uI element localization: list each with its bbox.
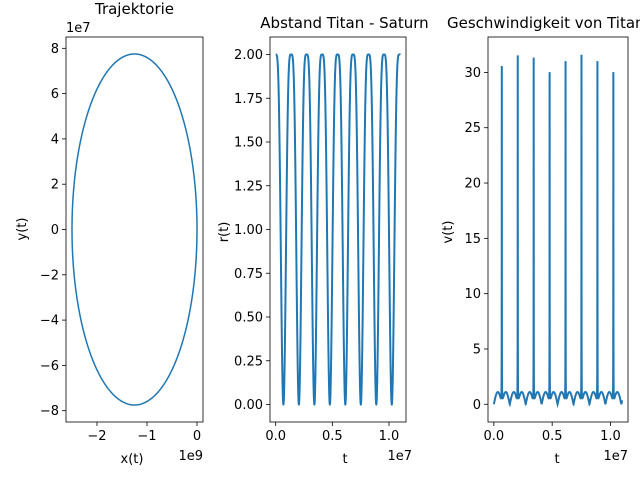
panel-2-ytick-label: 2.00 (234, 48, 263, 63)
panel-2-ytick-label: 0.00 (234, 398, 263, 413)
panel-3-title: Geschwindigkeit von Titan (447, 14, 640, 32)
panel-2-xlabel: t (342, 452, 347, 467)
panel-3-xlabel: t (554, 452, 559, 467)
panel-3-ytick-label: 15 (464, 232, 481, 247)
panel-3-ylabel: v(t) (441, 221, 456, 244)
panel-2-xtick-label: 0.0 (265, 429, 286, 444)
panel-3-ytick-label: 25 (464, 121, 481, 136)
panel-3-ytick-label: 5 (473, 342, 481, 357)
panel-2-x-offset-label: 1e7 (387, 449, 412, 464)
panel-1-frame (65, 36, 204, 423)
panel-1-ytick-label: 0 (51, 223, 59, 238)
panel-1-xtick-label: −2 (87, 429, 106, 444)
panel-2-ticks: 0.0 0.5 1.0 0.00 0.25 0.50 0.75 1.00 1.25 1.50 1.7… (234, 48, 399, 444)
panel-1-ytick-label: −8 (40, 404, 59, 419)
panel-1-series-line (71, 53, 198, 406)
panel-1-x-offset-label: 1e9 (178, 449, 203, 464)
panel-3-ytick-label: 10 (464, 287, 481, 302)
panel-1-ylabel: y(t) (15, 218, 30, 241)
panel-1-y-offset-label: 1e7 (66, 21, 91, 36)
panel-3-frame (487, 36, 629, 423)
panel-2-ytick-label: 0.25 (234, 354, 263, 369)
panel-1-ticks: −2 −1 0 −8 −6 −4 −2 0 2 4 6 8 (40, 42, 201, 444)
panel-1-xtick-label: −1 (137, 429, 156, 444)
panel-1-ytick-label: 4 (51, 132, 59, 147)
panel-2-ytick-label: 1.00 (234, 223, 263, 238)
panel-1-title: Trajektorie (94, 0, 174, 18)
panel-2-series-line (275, 53, 402, 406)
panel-1-xlabel: x(t) (121, 452, 144, 467)
panel-2-title: Abstand Titan - Saturn (260, 14, 428, 32)
panel-3-x-offset-label: 1e7 (603, 449, 628, 464)
panel-1-ytick-label: −6 (40, 359, 59, 374)
panel-1-ytick-label: 2 (51, 178, 59, 193)
panel-1-ytick-label: −2 (40, 268, 59, 283)
panel-2-ytick-label: 1.25 (234, 179, 263, 194)
panel-3-ytick-label: 30 (464, 66, 481, 81)
panel-2-ytick-label: 1.75 (234, 92, 263, 107)
panel-3-xtick-label: 0.5 (542, 429, 563, 444)
panel-1-ytick-label: −4 (40, 314, 59, 329)
panel-2-ytick-label: 0.75 (234, 267, 263, 282)
panel-2-xtick-label: 1.0 (379, 429, 400, 444)
panel-1-xtick-label: 0 (193, 429, 201, 444)
panel-abstand: Abstand Titan - Saturn 0.0 0.5 1.0 0.00 0.25… (217, 14, 429, 467)
panel-3-ticks: 0.0 0.5 1.0 0 5 10 15 20 25 30 (464, 66, 620, 444)
panel-3-ytick-label: 20 (464, 177, 481, 192)
panel-geschwindigkeit: Geschwindigkeit von Titan 0.0 0.5 1.0 0 5 10 1… (441, 14, 640, 467)
panel-2-ytick-label: 0.50 (234, 311, 263, 326)
panel-1-ytick-label: 6 (51, 87, 59, 102)
panel-1-ytick-label: 8 (51, 42, 59, 57)
panel-2-xtick-label: 0.5 (322, 429, 343, 444)
panel-3-xtick-label: 1.0 (600, 429, 621, 444)
panel-3-ytick-label: 0 (473, 398, 481, 413)
panel-3-xtick-label: 0.0 (483, 429, 504, 444)
panel-2-ylabel: r(t) (217, 222, 232, 243)
panel-3-series-line (492, 54, 624, 409)
panel-2-ytick-label: 1.50 (234, 136, 263, 151)
panel-2-frame (269, 36, 407, 423)
